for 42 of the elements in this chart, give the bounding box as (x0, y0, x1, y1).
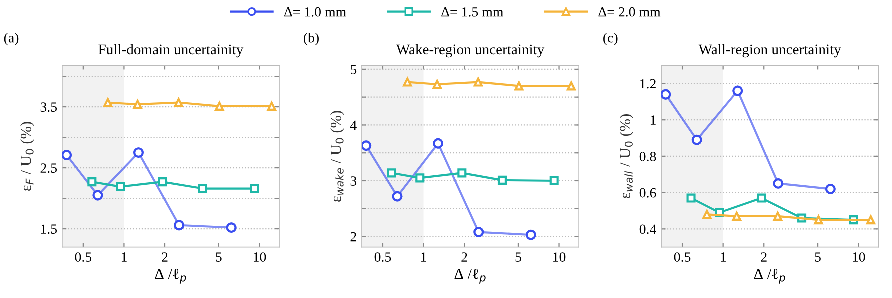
chart-title: Wake-region uncertainity (396, 44, 545, 58)
x-tick-label: 10 (853, 252, 866, 262)
y-tick-label: 2.5 (40, 164, 58, 174)
y-tick-label: 0.8 (640, 152, 656, 162)
y-tick-label: 1.2 (640, 79, 656, 89)
x-tick-label: 1 (721, 252, 726, 262)
y-axis-title: ε$_{F}$ / U$_{0}$ (%) (20, 122, 34, 191)
y-tick-label: 5 (350, 65, 357, 74)
x-tick-label: 1 (422, 252, 426, 262)
y-tick-label: 4 (350, 120, 357, 130)
chart-title: Wall-region uncertainity (698, 44, 842, 58)
text: (a) (4, 32, 19, 46)
x-axis-title: Δ /ℓ$_{p}$ (155, 268, 186, 284)
x-tick-label: 5 (516, 252, 522, 262)
x-tick-label: 5 (815, 252, 821, 262)
x-axis-title: Δ /ℓ$_{p}$ (754, 268, 786, 284)
legend-label: Δ= 1.0 mm (284, 7, 346, 17)
x-tick-label: 10 (554, 252, 566, 262)
x-tick-label: 0.5 (674, 252, 691, 262)
y-tick-label: 2 (350, 232, 356, 242)
y-tick-label: 3.5 (40, 102, 58, 112)
text: (b) (304, 32, 319, 46)
x-tick-label: 0.5 (374, 252, 392, 262)
x-axis-title: Δ /ℓ$_{p}$ (454, 268, 486, 284)
y-axis-title: ε$_{wall}$ / U$_{0}$ (%) (620, 114, 634, 198)
x-tick-label: 0.5 (75, 252, 92, 262)
x-tick-label: 2 (162, 252, 168, 262)
legend-label: Δ= 2.0 mm (598, 7, 661, 17)
x-tick-label: 1 (122, 252, 127, 262)
x-tick-label: 2 (761, 252, 767, 262)
x-tick-label: 2 (462, 252, 468, 262)
y-tick-label: 1.5 (41, 224, 58, 234)
y-axis-title: ε$_{wake}$ / U$_{0}$ (%) (330, 111, 344, 202)
y-tick-label: 0.4 (640, 224, 656, 234)
text: (c) (604, 32, 618, 46)
x-tick-label: 5 (216, 252, 222, 262)
y-tick-label: 1 (650, 116, 656, 125)
legend-label: Δ= 1.5 mm (442, 8, 504, 17)
y-tick-label: 3 (350, 176, 357, 186)
y-tick-label: 0.6 (640, 188, 656, 198)
x-tick-label: 10 (254, 252, 266, 262)
chart-title: Full-domain uncertainity (98, 44, 244, 58)
